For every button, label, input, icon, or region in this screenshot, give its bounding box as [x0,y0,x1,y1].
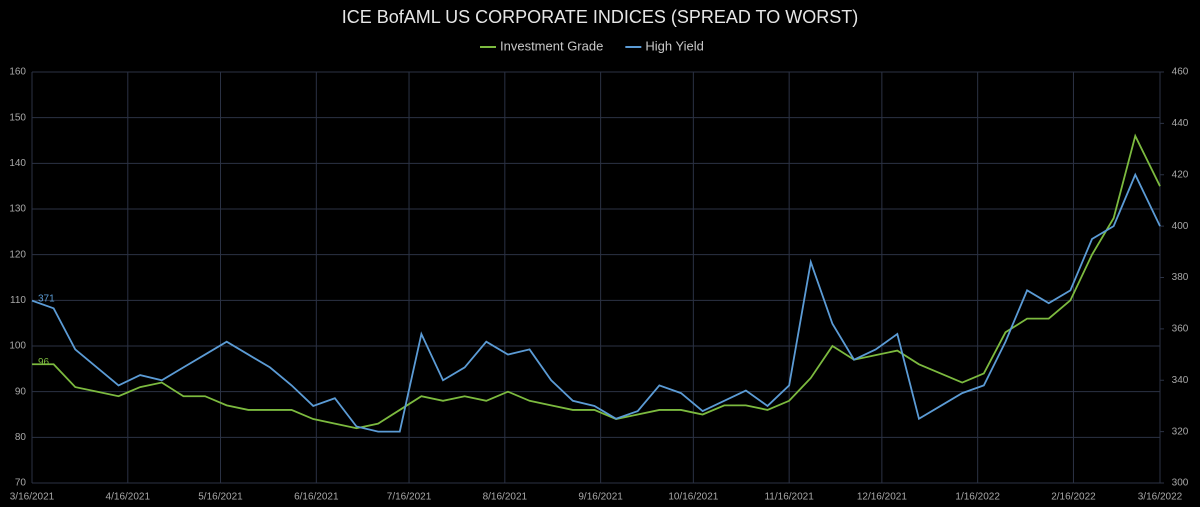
legend-label: High Yield [645,38,704,53]
y-tick-label: 70 [15,478,27,489]
x-tick-label: 9/16/2021 [578,492,623,503]
y2-tick-label: 380 [1172,272,1189,283]
y-tick-label: 80 [15,432,27,443]
y-tick-label: 120 [9,249,26,260]
legend-label: Investment Grade [500,38,603,53]
x-tick-label: 10/16/2021 [668,492,718,503]
x-tick-label: 3/16/2021 [10,492,55,503]
y-tick-label: 90 [15,386,27,397]
y2-tick-label: 360 [1172,324,1189,335]
series-line [32,133,1161,430]
x-tick-label: 12/16/2021 [857,492,907,503]
y2-tick-label: 420 [1172,169,1189,180]
x-tick-label: 6/16/2021 [294,492,339,503]
y-tick-label: 100 [9,341,26,352]
x-tick-label: 4/16/2021 [106,492,151,503]
x-tick-label: 8/16/2021 [483,492,528,503]
x-tick-label: 5/16/2021 [198,492,243,503]
x-tick-label: 1/16/2022 [955,492,1000,503]
chart-title: ICE BofAML US CORPORATE INDICES (SPREAD … [342,7,858,27]
y2-tick-label: 460 [1172,67,1189,78]
y-tick-label: 130 [9,204,26,215]
y-tick-label: 110 [10,295,26,306]
y2-tick-label: 340 [1172,375,1189,386]
y2-tick-label: 440 [1172,118,1189,129]
data-label: 371 [38,293,55,304]
x-tick-label: 2/16/2022 [1051,492,1096,503]
data-label: 96 [38,357,50,368]
y2-tick-label: 400 [1172,221,1189,232]
y-tick-label: 140 [9,158,26,169]
x-tick-label: 11/16/2021 [764,492,814,503]
y2-tick-label: 320 [1172,426,1189,437]
series-line [31,172,1161,433]
y-tick-label: 160 [9,67,26,78]
y-tick-label: 150 [9,112,26,123]
x-tick-label: 3/16/2022 [1138,492,1183,503]
x-tick-label: 7/16/2021 [387,492,432,503]
y2-tick-label: 300 [1172,478,1189,489]
